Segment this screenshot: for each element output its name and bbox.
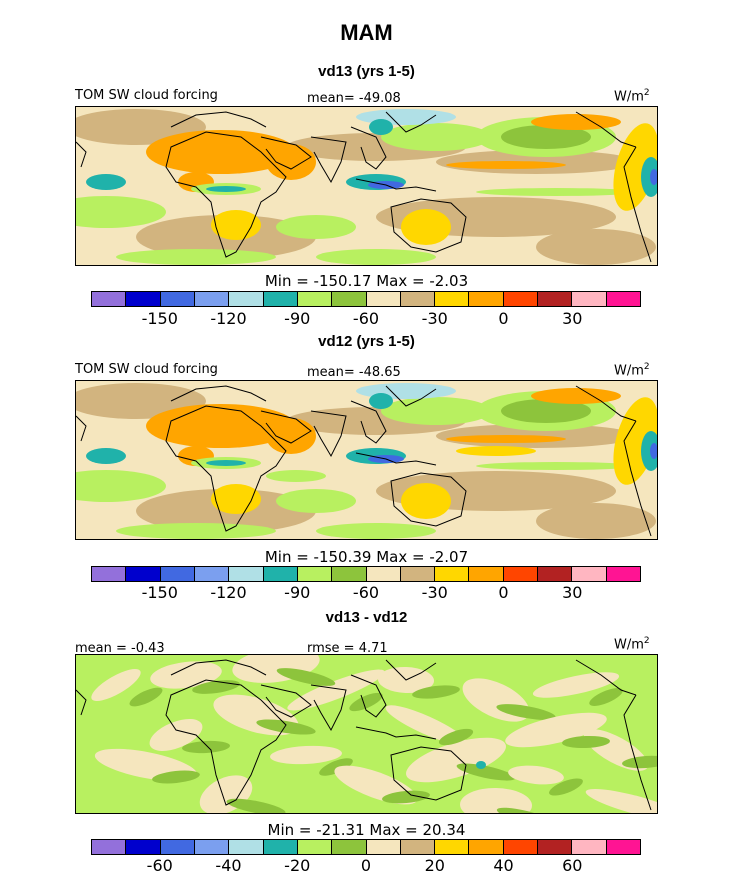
panel-2-variable-label: TOM SW cloud forcing bbox=[75, 362, 218, 377]
panel-2-colorbar bbox=[91, 566, 641, 582]
panel-1-colorbar bbox=[91, 291, 641, 307]
colorbar-swatch bbox=[126, 840, 161, 854]
colorbar-swatch bbox=[606, 840, 640, 854]
colorbar-swatch bbox=[538, 567, 573, 581]
colorbar-tick-label: -90 bbox=[284, 583, 311, 602]
colorbar-tick-label: -30 bbox=[421, 309, 448, 328]
colorbar-tick-label: -90 bbox=[284, 309, 311, 328]
colorbar-swatch bbox=[469, 567, 504, 581]
colorbar-swatch bbox=[92, 840, 127, 854]
colorbar-swatch bbox=[194, 567, 230, 581]
colorbar-tick-label: -150 bbox=[141, 583, 178, 602]
panel-1-colorbar-ticks: -150 -120 -90 -60 -30 0 30 bbox=[91, 309, 641, 329]
colorbar-swatch bbox=[503, 840, 539, 854]
panel-2-mean-label: mean= -48.65 bbox=[307, 365, 401, 380]
colorbar-tick-label: -120 bbox=[210, 583, 247, 602]
colorbar-tick-label: 40 bbox=[493, 856, 514, 875]
colorbar-swatch bbox=[469, 292, 504, 306]
colorbar-swatch bbox=[435, 292, 470, 306]
colorbar-swatch bbox=[126, 292, 161, 306]
colorbar-tick-label: 20 bbox=[424, 856, 445, 875]
colorbar-swatch bbox=[400, 567, 436, 581]
panel-1-min-max: Min = -150.17 Max = -2.03 bbox=[264, 272, 469, 290]
panel-2-units: W/m2 bbox=[614, 362, 650, 379]
colorbar-tick-label: 0 bbox=[360, 856, 372, 875]
colorbar-swatch bbox=[263, 567, 298, 581]
panel-1-map bbox=[75, 106, 658, 266]
panel-1-variable-label: TOM SW cloud forcing bbox=[75, 88, 218, 103]
colorbar-swatch bbox=[572, 567, 607, 581]
panel-1-mean-label: mean= -49.08 bbox=[307, 91, 401, 106]
colorbar-swatch bbox=[229, 840, 264, 854]
colorbar-swatch bbox=[332, 567, 367, 581]
panel-1-units: W/m2 bbox=[614, 88, 650, 105]
colorbar-swatch bbox=[606, 567, 640, 581]
colorbar-swatch bbox=[297, 292, 333, 306]
colorbar-swatch bbox=[229, 292, 264, 306]
colorbar-swatch bbox=[435, 567, 470, 581]
colorbar-swatch bbox=[400, 292, 436, 306]
colorbar-swatch bbox=[572, 840, 607, 854]
panel-3-rmse-label: rmse = 4.71 bbox=[307, 641, 388, 656]
colorbar-swatch bbox=[332, 292, 367, 306]
panel-3-mean-label: mean = -0.43 bbox=[75, 641, 165, 656]
colorbar-swatch bbox=[194, 840, 230, 854]
page-title: MAM bbox=[340, 20, 393, 45]
colorbar-swatch bbox=[297, 840, 333, 854]
colorbar-tick-label: -60 bbox=[146, 856, 173, 875]
panel-2-min-max: Min = -150.39 Max = -2.07 bbox=[264, 548, 469, 566]
panel-3-subtitle: vd13 - vd12 bbox=[325, 609, 408, 626]
panel-3-colorbar-ticks: -60 -40 -20 0 20 40 60 bbox=[91, 856, 641, 876]
colorbar-tick-label: -60 bbox=[352, 583, 380, 602]
colorbar-swatch bbox=[400, 840, 436, 854]
colorbar-tick-label: 30 bbox=[562, 583, 583, 602]
colorbar-swatch bbox=[503, 292, 539, 306]
colorbar-tick-label: -60 bbox=[352, 309, 380, 328]
colorbar-swatch bbox=[160, 840, 195, 854]
colorbar-swatch bbox=[503, 567, 539, 581]
colorbar-swatch bbox=[92, 292, 127, 306]
colorbar-tick-label: 30 bbox=[562, 309, 583, 328]
colorbar-tick-label: -150 bbox=[141, 309, 178, 328]
colorbar-tick-label: -120 bbox=[210, 309, 247, 328]
contour-map-graphic bbox=[76, 381, 657, 539]
panel-2-map bbox=[75, 380, 658, 540]
contour-map-graphic bbox=[76, 655, 657, 813]
colorbar-tick-label: 0 bbox=[498, 583, 509, 602]
colorbar-tick-label: -40 bbox=[215, 856, 242, 875]
colorbar-swatch bbox=[194, 292, 230, 306]
colorbar-tick-label: 60 bbox=[562, 856, 583, 875]
colorbar-tick-label: -30 bbox=[421, 583, 448, 602]
colorbar-swatch bbox=[606, 292, 640, 306]
colorbar-swatch bbox=[229, 567, 264, 581]
colorbar-tick-label: 0 bbox=[498, 309, 509, 328]
colorbar-swatch bbox=[469, 840, 504, 854]
contour-map-graphic bbox=[76, 107, 657, 265]
panel-3-colorbar bbox=[91, 839, 641, 855]
colorbar-swatch bbox=[538, 840, 573, 854]
panel-3-min-max: Min = -21.31 Max = 20.34 bbox=[267, 821, 466, 839]
panel-2-subtitle: vd12 (yrs 1-5) bbox=[318, 333, 415, 350]
colorbar-swatch bbox=[160, 292, 195, 306]
colorbar-swatch bbox=[263, 292, 298, 306]
panel-2-colorbar-ticks: -150 -120 -90 -60 -30 0 30 bbox=[91, 583, 641, 603]
colorbar-swatch bbox=[538, 292, 573, 306]
colorbar-swatch bbox=[572, 292, 607, 306]
colorbar-swatch bbox=[160, 567, 195, 581]
panel-1-subtitle: vd13 (yrs 1-5) bbox=[318, 63, 415, 80]
panel-3-map bbox=[75, 654, 658, 814]
colorbar-swatch bbox=[263, 840, 298, 854]
colorbar-swatch bbox=[92, 567, 127, 581]
panel-3-units: W/m2 bbox=[614, 636, 650, 653]
colorbar-swatch bbox=[366, 567, 401, 581]
colorbar-swatch bbox=[366, 840, 401, 854]
colorbar-tick-label: -20 bbox=[284, 856, 311, 875]
colorbar-swatch bbox=[332, 840, 367, 854]
colorbar-swatch bbox=[297, 567, 333, 581]
colorbar-swatch bbox=[366, 292, 401, 306]
colorbar-swatch bbox=[126, 567, 161, 581]
colorbar-swatch bbox=[435, 840, 470, 854]
